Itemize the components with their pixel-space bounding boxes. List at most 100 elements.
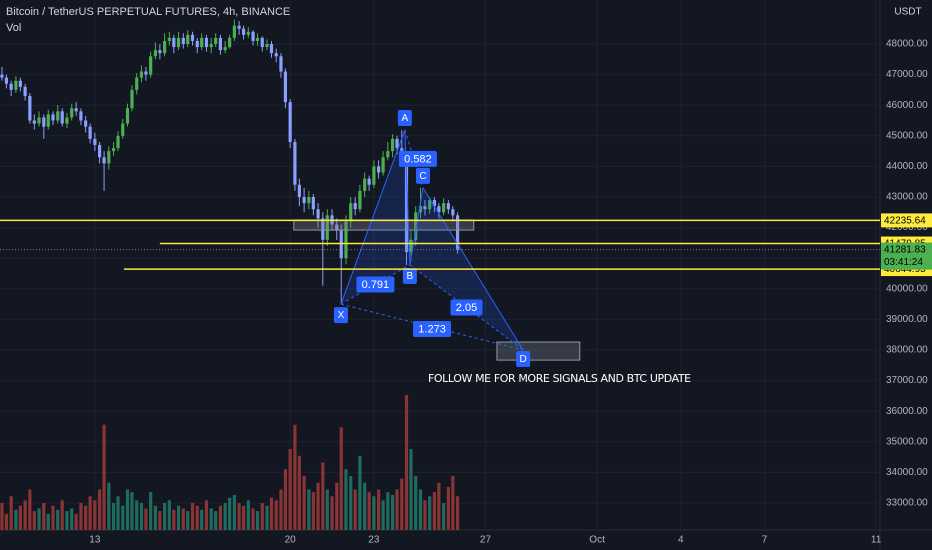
volume-bar: [28, 489, 32, 530]
candle-body: [353, 203, 357, 210]
candle-body: [158, 50, 162, 54]
candle-body: [172, 37, 176, 48]
candle-body: [107, 151, 111, 164]
y-tick-label: 48000.00: [886, 39, 928, 50]
volume-bar: [172, 509, 176, 530]
candle-body: [232, 25, 236, 38]
candle-body: [9, 83, 13, 90]
candle-body: [135, 77, 139, 90]
volume-bar: [283, 469, 288, 530]
zone-box: [496, 341, 581, 361]
y-tick-label: 47000.00: [886, 69, 928, 80]
grid: [0, 0, 880, 530]
y-tick-label: 44000.00: [886, 161, 928, 172]
candle-body: [60, 111, 64, 124]
volume-bar: [14, 509, 18, 530]
candle-body: [14, 80, 18, 90]
volume-bar: [121, 505, 125, 530]
candle-body: [195, 40, 199, 48]
pattern-leg: [340, 129, 406, 305]
volume-bar: [293, 424, 297, 530]
x-tick-label: 20: [285, 535, 297, 546]
candle-body: [65, 117, 69, 124]
volume-bar: [353, 489, 357, 530]
y-tick-label: 36000.00: [886, 406, 928, 417]
volume-bar: [246, 500, 250, 530]
volume-bar: [437, 482, 441, 530]
candle-body: [325, 215, 329, 240]
candle-body: [237, 25, 241, 29]
volume-bar: [302, 476, 306, 530]
candle-body: [200, 37, 204, 48]
volume-bar: [400, 478, 404, 530]
volume-bar: [269, 497, 274, 530]
candle-body: [367, 178, 371, 185]
candle-body: [181, 37, 185, 45]
volume-bar: [167, 500, 171, 530]
candle-body: [84, 120, 88, 127]
volume-bar: [60, 500, 64, 530]
candle-body: [349, 203, 353, 222]
volume-bar: [255, 511, 260, 530]
pattern-point: [402, 267, 417, 284]
candle-body: [307, 197, 311, 204]
chart-title: Bitcoin / TetherUS PERPETUAL FUTURES, 4h…: [6, 6, 290, 18]
volume-bar: [395, 489, 399, 530]
volume-bar: [51, 505, 55, 530]
candle-body: [167, 37, 171, 41]
pattern-point-label: C: [419, 171, 426, 182]
candle-body: [418, 206, 423, 213]
y-tick-label: 39000.00: [886, 314, 928, 325]
candle-body: [74, 108, 78, 112]
candle-body: [0, 74, 4, 78]
volume-bar: [116, 496, 120, 530]
volume-bar: [23, 500, 27, 530]
volume-bar: [195, 505, 199, 530]
last-price-label: 41281.83: [884, 245, 926, 256]
volume-bar: [325, 489, 329, 530]
volume-bar: [200, 509, 204, 530]
volume-bar: [144, 508, 148, 530]
volume-bar: [176, 505, 181, 530]
x-tick-label: 13: [89, 535, 101, 546]
candle-body: [51, 114, 55, 121]
candle-body: [163, 40, 167, 54]
volume-bar: [70, 508, 74, 530]
volume-bar: [251, 508, 255, 530]
candle-body: [251, 31, 255, 41]
volume-bar: [56, 509, 60, 530]
candle-body: [428, 200, 432, 210]
pattern-point-label: X: [338, 310, 345, 321]
candle-body: [153, 50, 158, 57]
candle-body: [279, 56, 283, 72]
candle-body: [377, 166, 381, 173]
candle-body: [241, 28, 246, 35]
volume-bar: [37, 508, 41, 530]
volume-bar: [381, 500, 385, 530]
volume-bar: [4, 513, 9, 530]
candle-body: [265, 44, 269, 48]
pattern-point: [516, 351, 531, 368]
candle-body: [116, 135, 120, 149]
countdown-label: 03:41:24: [884, 257, 923, 268]
volume-bar: [135, 500, 139, 530]
volume-bar: [377, 489, 381, 530]
volume-bar: [409, 449, 413, 530]
level-tag: [881, 213, 932, 228]
candle-body: [204, 37, 209, 48]
drawings-layer: 0.791 0.582 2.05 1.273 X A B C D: [0, 109, 880, 368]
level-tag-label: 42235.64: [884, 216, 926, 227]
annotation: FOLLOW ME FOR MORE SIGNALS AND BTC UPDAT…: [428, 372, 691, 385]
volume-bar: [455, 496, 460, 530]
ratio-box: [356, 276, 395, 293]
volume-bar: [260, 503, 264, 530]
volume-bar: [218, 505, 223, 530]
volume-bar: [74, 513, 78, 530]
x-tick-label: 4: [678, 535, 684, 546]
volume-bar: [186, 511, 190, 530]
volume-bar: [232, 494, 236, 530]
candle-body: [218, 37, 223, 51]
candle-body: [363, 178, 367, 191]
volume-bar: [241, 505, 246, 530]
